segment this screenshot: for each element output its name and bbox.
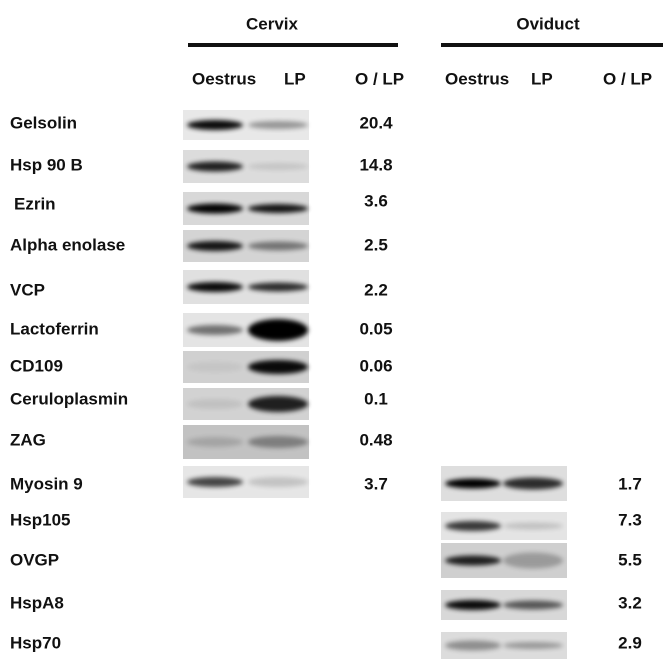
blot-band [503,553,563,569]
blot-band [248,360,308,374]
group-rule [188,43,398,47]
cervix-ratio: 0.06 [359,356,392,375]
column-header: Oestrus [192,69,256,88]
row-label: Hsp105 [10,510,70,529]
cervix-ratio: 3.7 [364,474,388,493]
row-label: Lactoferrin [10,319,99,338]
blot-band [248,242,308,251]
row-label: HspA8 [10,593,64,612]
row-label: Ezrin [14,194,56,213]
cervix-ratio: 2.5 [364,235,388,254]
cervix-ratio: 0.1 [364,389,388,408]
row-label: Alpha enolase [10,235,125,254]
row-label: Myosin 9 [10,474,83,493]
blot-band [503,601,563,610]
blot-band [248,319,308,341]
blot-band [248,283,308,292]
group-rule [441,43,663,47]
blot-band [445,600,501,610]
oviduct-ratio: 1.7 [618,474,642,493]
row-label: VCP [10,280,45,299]
blot-band [187,437,243,447]
blot-band [187,204,243,214]
blot-band [503,478,563,490]
column-header: O / LP [603,69,652,88]
blot-band [503,523,563,530]
blot-band [187,162,243,172]
oviduct-ratio: 7.3 [618,510,642,529]
blot-band [445,641,501,651]
blot-band [187,477,243,487]
row-label: CD109 [10,356,63,375]
blot-band [187,362,243,372]
cervix-ratio: 0.05 [359,319,392,338]
oviduct-ratio: 2.9 [618,633,642,652]
cervix-ratio: 0.48 [359,430,392,449]
figure: Cervix Oviduct Oestrus LP O / LP Oestrus… [0,0,663,659]
blot-band [248,163,308,170]
row-label: Hsp70 [10,633,61,652]
blot-band [187,120,243,130]
oviduct-ratio: 3.2 [618,593,642,612]
blot-band [248,436,308,448]
row-label: Hsp 90 B [10,155,83,174]
blot-band [503,642,563,649]
cervix-ratio: 20.4 [359,113,393,132]
oviduct-ratio: 5.5 [618,550,642,569]
column-header: O / LP [355,69,404,88]
blot-band [187,325,243,335]
row-label: ZAG [10,430,46,449]
group-title: Oviduct [516,14,580,33]
blot-band [187,282,243,292]
blot-band [445,556,501,566]
cervix-ratio: 3.6 [364,191,388,210]
blot-band [248,477,308,487]
blot-band [445,521,501,531]
column-header: Oestrus [445,69,509,88]
row-label: OVGP [10,550,59,569]
group-title: Cervix [246,14,299,33]
cervix-ratio: 2.2 [364,280,388,299]
blot-band [445,479,501,489]
blot-band [248,204,308,213]
blot-band [248,121,308,129]
blot-band [187,241,243,251]
row-label: Gelsolin [10,113,77,132]
row-label: Ceruloplasmin [10,389,128,408]
blot-band [248,396,308,412]
column-header: LP [284,69,306,88]
blot-band [187,399,243,409]
column-header: LP [531,69,553,88]
cervix-ratio: 14.8 [359,155,392,174]
